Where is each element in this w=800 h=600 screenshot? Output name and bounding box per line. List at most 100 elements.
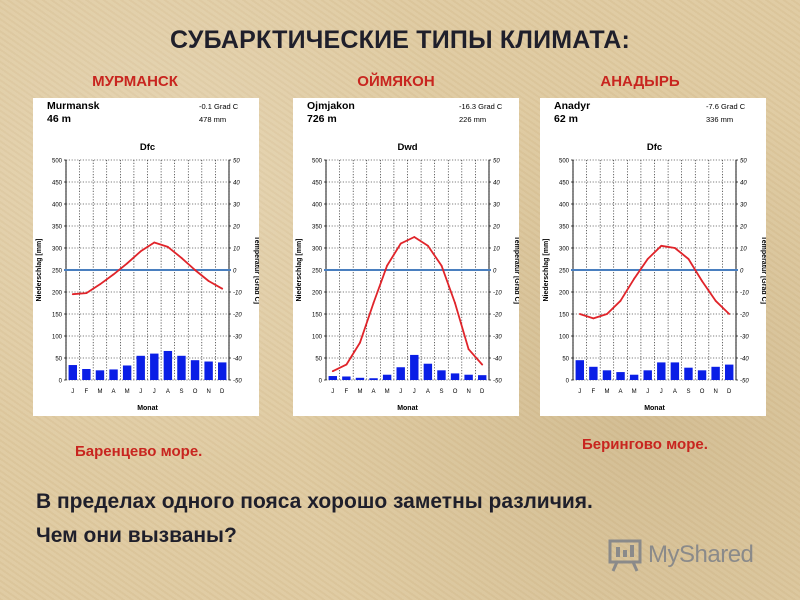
month-label: A — [673, 389, 677, 395]
left-tick-label: 350 — [52, 225, 63, 231]
mean-temperature: -16.3 Grad C — [459, 102, 503, 111]
precipitation-bar — [423, 363, 433, 380]
sea-label-barents: Баренцево море. — [75, 443, 203, 460]
x-axis-title: Monat — [397, 405, 418, 412]
left-tick-label: 0 — [566, 379, 570, 385]
right-tick-label: 40 — [493, 181, 500, 187]
precipitation-bar — [643, 370, 652, 380]
month-label: J — [331, 389, 334, 395]
month-label: O — [453, 389, 458, 395]
month-label: J — [139, 389, 142, 395]
slide-title: СУБАРКТИЧЕСКИЕ ТИПЫ КЛИМАТА: — [170, 26, 630, 54]
month-label: F — [345, 389, 349, 395]
temperature-point — [112, 273, 115, 276]
month-label: O — [700, 389, 705, 395]
left-tick-label: 50 — [315, 357, 322, 363]
temperature-point — [71, 293, 74, 296]
temperature-point — [714, 299, 717, 302]
mean-temperature: -0.1 Grad C — [199, 102, 239, 111]
left-tick-label: 100 — [559, 335, 570, 341]
temperature-point — [413, 236, 416, 238]
right-axis-title: Temperatur [Grad C] — [513, 236, 519, 304]
precipitation-bar — [575, 360, 585, 380]
temperature-line — [332, 236, 483, 373]
precipitation-bar — [369, 378, 378, 380]
left-tick-label: 450 — [559, 181, 570, 187]
temperature-point — [399, 242, 402, 245]
precipitation-bar — [711, 366, 720, 380]
mean-temperature: -7.6 Grad C — [706, 102, 746, 111]
month-label: A — [426, 389, 430, 395]
precipitation-bar — [464, 374, 473, 380]
month-label: D — [480, 389, 485, 395]
climate-chart-murmansk: Murmansk 46 m -0.1 Grad C 478 mm Dfc 500 450 40… — [33, 98, 259, 416]
left-tick-label: 250 — [52, 269, 63, 275]
question-text: В пределах одного пояса хорошо заметны р… — [36, 485, 593, 553]
temperature-point — [85, 292, 88, 294]
left-tick-label: 250 — [559, 269, 570, 275]
right-tick-label: -20 — [740, 313, 749, 319]
right-tick-label: 20 — [492, 225, 500, 231]
station-elevation: 46 m — [47, 113, 71, 125]
month-label: N — [713, 389, 717, 395]
temperature-point — [372, 302, 375, 304]
left-tick-label: 100 — [52, 335, 63, 341]
precipitation-bar — [136, 355, 145, 380]
precipitation-bar — [68, 365, 78, 380]
question-line-2: Чем они вызваны? — [36, 524, 237, 547]
precipitation-bar — [410, 354, 419, 380]
temperature-point — [426, 244, 429, 247]
sea-label-bering: Берингово море. — [582, 436, 708, 453]
climate-chart-anadyr: Anadyr 62 m -7.6 Grad C 336 mm Dfc 500 450 400 3… — [540, 98, 766, 416]
annual-precipitation: 336 mm — [706, 115, 733, 124]
left-tick-label: 0 — [59, 379, 63, 385]
precipitation-bar — [217, 362, 227, 380]
left-tick-label: 50 — [55, 357, 62, 363]
month-label: J — [413, 389, 416, 395]
left-tick-label: 500 — [52, 159, 63, 165]
left-tick-label: 300 — [559, 247, 570, 253]
month-label: J — [153, 389, 156, 395]
precipitation-bar — [150, 353, 159, 380]
right-tick-label: 50 — [740, 159, 747, 165]
climate-chart-oymyakon: Ojmjakon 726 m -16.3 Grad C 226 mm Dwd 500 450… — [293, 98, 519, 416]
temperature-point — [221, 287, 224, 290]
month-label: M — [604, 389, 609, 395]
precipitation-bar — [122, 365, 132, 380]
station-elevation: 726 m — [307, 113, 337, 125]
city-label-murmansk: МУРМАНСК — [92, 73, 178, 90]
precipitation-bar — [697, 370, 707, 380]
month-label: M — [125, 389, 130, 395]
right-tick-label: 10 — [493, 247, 500, 253]
month-label: J — [646, 389, 649, 395]
precipitation-bar — [450, 373, 460, 380]
left-tick-label: 150 — [52, 313, 63, 319]
temperature-point — [194, 269, 196, 271]
presentation-board-icon — [608, 539, 642, 572]
city-label-anadyr: АНАДЫРЬ — [600, 73, 680, 90]
month-label: S — [686, 389, 690, 395]
temperature-point — [701, 280, 703, 282]
right-tick-label: -10 — [233, 291, 242, 297]
left-axis-title: Niederschlag [mm] — [36, 238, 43, 301]
month-label: M — [357, 389, 362, 395]
right-tick-label: -40 — [493, 357, 502, 363]
right-tick-label: 30 — [740, 203, 747, 209]
left-tick-label: 500 — [312, 159, 323, 165]
temperature-point — [345, 363, 348, 366]
right-tick-label: 30 — [233, 203, 240, 209]
month-label: J — [578, 389, 581, 395]
precipitation-bar — [396, 367, 405, 380]
month-label: D — [220, 389, 225, 395]
annual-precipitation: 226 mm — [459, 115, 486, 124]
left-tick-label: 100 — [312, 335, 323, 341]
precipitation-bar — [382, 374, 392, 380]
month-label: A — [372, 389, 376, 395]
month-label: F — [592, 389, 596, 395]
left-tick-label: 400 — [559, 203, 570, 209]
right-tick-label: -20 — [233, 313, 242, 319]
right-tick-label: 0 — [493, 269, 497, 275]
right-tick-label: -30 — [740, 335, 749, 341]
left-tick-label: 350 — [312, 225, 323, 231]
